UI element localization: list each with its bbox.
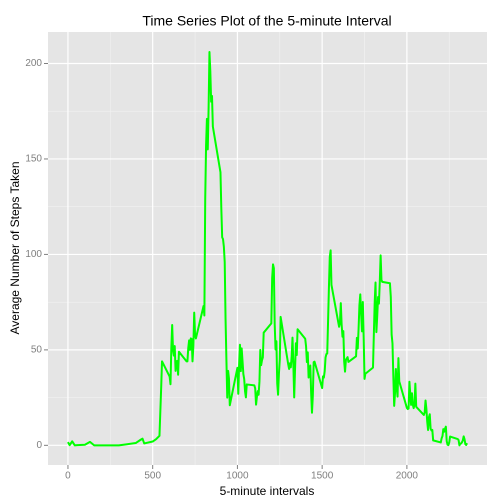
y-tick-label: 0 — [36, 440, 42, 451]
x-axis-label: 5-minute intervals — [220, 484, 315, 498]
x-tick-label: 0 — [65, 471, 71, 482]
data-line — [67, 51, 468, 447]
x-tick-label: 1000 — [226, 471, 249, 482]
y-tick-label: 150 — [25, 154, 42, 165]
y-tick-label: 50 — [31, 345, 43, 356]
panel — [48, 32, 487, 465]
y-tick-label: 100 — [25, 249, 42, 260]
y-axis-label: Average Number of Steps Taken — [8, 162, 22, 335]
x-tick-label: 2000 — [396, 471, 419, 482]
x-tick-label: 1500 — [311, 471, 334, 482]
x-tick-label: 500 — [144, 471, 161, 482]
chart-title: Time Series Plot of the 5-minute Interva… — [142, 13, 391, 29]
y-tick-label: 200 — [25, 58, 42, 69]
